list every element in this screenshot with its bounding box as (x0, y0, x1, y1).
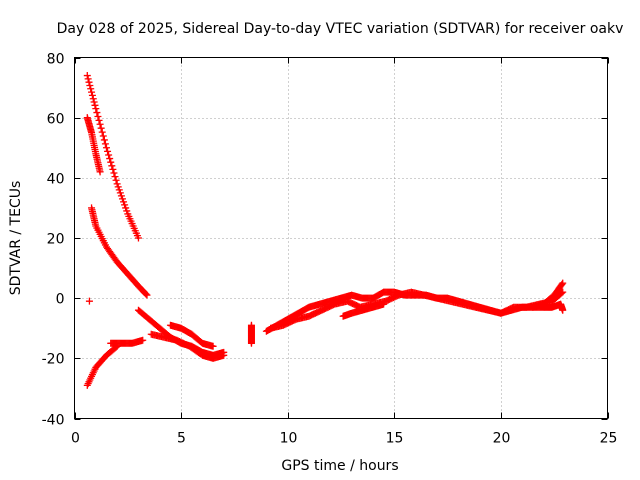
x-tick-label: 15 (386, 431, 404, 447)
chart-title: Day 028 of 2025, Sidereal Day-to-day VTE… (57, 21, 624, 37)
data-point-marker (105, 151, 113, 159)
data-point-marker (94, 112, 102, 120)
series-arc-g (147, 330, 228, 362)
data-point-marker (85, 297, 93, 305)
data-point-marker (87, 85, 95, 93)
y-tick-label: 40 (47, 172, 65, 188)
data-point-marker (104, 147, 112, 155)
data-points (83, 72, 567, 389)
x-tick-label: 20 (493, 431, 511, 447)
data-point-marker (121, 201, 129, 209)
data-point-marker (112, 176, 120, 184)
y-tick-labels: -40 -20 0 20 40 60 80 (42, 52, 65, 429)
data-point-marker (84, 75, 92, 83)
data-point-marker (559, 279, 567, 287)
y-tick-label: 0 (56, 292, 65, 308)
data-point-marker (118, 195, 126, 203)
data-point-marker (558, 280, 566, 288)
series-arc-b (83, 114, 104, 176)
data-point-marker (139, 336, 147, 344)
data-point-marker (142, 290, 150, 298)
series-arc-m (529, 300, 567, 314)
data-point-marker (115, 186, 123, 194)
plot-frame (74, 57, 608, 419)
data-point-marker (559, 306, 567, 314)
y-tick-label: 60 (47, 112, 65, 128)
x-tick-label: 25 (600, 431, 618, 447)
data-point-marker (559, 288, 567, 296)
data-point-marker (380, 300, 388, 308)
data-point-marker (109, 165, 117, 173)
data-point-marker (93, 109, 101, 117)
data-point-marker (209, 342, 217, 350)
data-point-marker (220, 351, 228, 359)
data-point-marker (116, 189, 124, 197)
y-tick-label: 80 (47, 52, 65, 68)
data-point-marker (97, 124, 105, 132)
data-point-marker (107, 158, 115, 166)
data-point-marker (122, 204, 130, 212)
series-arc-c (88, 204, 151, 299)
series-arc-h (166, 321, 217, 350)
data-point-marker (89, 95, 97, 103)
data-point-marker (134, 234, 142, 242)
data-point-marker (108, 162, 116, 170)
data-point-marker (100, 136, 108, 144)
data-point-marker (143, 291, 151, 299)
axis-ticks (74, 57, 609, 420)
data-point-marker (85, 78, 93, 86)
series-arc-d (83, 342, 121, 389)
series-arc-l (339, 300, 388, 320)
data-point-marker (96, 120, 104, 128)
data-point-marker (117, 192, 125, 200)
y-tick-label: 20 (47, 232, 65, 248)
series-arc-e (107, 336, 147, 347)
data-point-marker (111, 173, 119, 181)
series-arc-i (85, 297, 255, 347)
series-arc-a (83, 72, 142, 242)
data-point-marker (86, 81, 94, 89)
data-point-marker (90, 98, 98, 106)
data-point-marker (95, 116, 103, 124)
data-point-marker (83, 72, 91, 80)
data-point-marker (96, 168, 104, 176)
grid-lines (74, 57, 608, 419)
y-tick-label: -40 (42, 413, 65, 429)
series-arc-f (134, 306, 228, 359)
y-axis-label: SDTVAR / TECUs (8, 181, 24, 296)
data-point-marker (120, 198, 128, 206)
x-tick-label: 5 (177, 431, 186, 447)
data-point-marker (247, 339, 255, 347)
data-point-marker (88, 91, 96, 99)
x-tick-label: 10 (280, 431, 298, 447)
data-point-marker (113, 180, 121, 188)
data-point-marker (110, 169, 118, 177)
data-point-marker (92, 105, 100, 113)
data-point-marker (114, 183, 122, 191)
data-point-marker (88, 88, 96, 96)
data-point-marker (102, 144, 110, 152)
data-point-marker (123, 207, 131, 215)
data-point-marker (91, 101, 99, 109)
x-axis-label: GPS time / hours (281, 458, 398, 474)
x-tick-labels: 0 5 10 15 20 25 (71, 431, 617, 447)
series-arc-k (267, 288, 567, 332)
data-point-marker (558, 289, 566, 297)
data-point-marker (101, 140, 109, 148)
data-point-marker (106, 155, 114, 163)
x-tick-label: 0 (71, 431, 80, 447)
data-point-marker (98, 128, 106, 136)
y-tick-label: -20 (42, 352, 65, 368)
data-point-marker (99, 132, 107, 140)
